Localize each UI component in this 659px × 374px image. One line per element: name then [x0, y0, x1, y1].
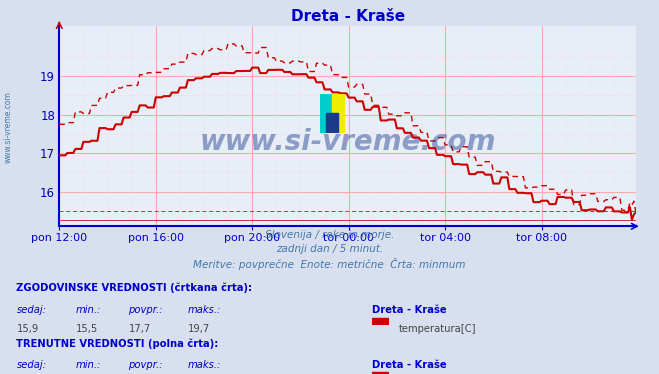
Text: min.:: min.: — [76, 305, 101, 315]
Text: maks.:: maks.: — [188, 305, 221, 315]
Text: TRENUTNE VREDNOSTI (polna črta):: TRENUTNE VREDNOSTI (polna črta): — [16, 338, 219, 349]
Text: min.:: min.: — [76, 360, 101, 370]
Text: povpr.:: povpr.: — [129, 360, 163, 370]
Text: 15,9: 15,9 — [16, 324, 39, 334]
Title: Dreta - Kraše: Dreta - Kraše — [291, 9, 405, 24]
Text: povpr.:: povpr.: — [129, 305, 163, 315]
Bar — [332, 94, 345, 133]
Bar — [320, 94, 332, 133]
Text: Slovenija / reke in morje.: Slovenija / reke in morje. — [265, 230, 394, 240]
Text: ZGODOVINSKE VREDNOSTI (črtkana črta):: ZGODOVINSKE VREDNOSTI (črtkana črta): — [16, 282, 252, 293]
Bar — [326, 113, 339, 133]
Text: 17,7: 17,7 — [129, 324, 151, 334]
Text: 15,5: 15,5 — [76, 324, 98, 334]
Text: Meritve: povprečne  Enote: metrične  Črta: minmum: Meritve: povprečne Enote: metrične Črta:… — [193, 258, 466, 270]
Text: zadnji dan / 5 minut.: zadnji dan / 5 minut. — [276, 244, 383, 254]
Text: www.si-vreme.com: www.si-vreme.com — [4, 91, 13, 163]
Text: sedaj:: sedaj: — [16, 305, 47, 315]
Text: Dreta - Kraše: Dreta - Kraše — [372, 360, 447, 370]
Text: 19,7: 19,7 — [188, 324, 210, 334]
Text: maks.:: maks.: — [188, 360, 221, 370]
Text: sedaj:: sedaj: — [16, 360, 47, 370]
Bar — [372, 372, 389, 374]
Text: temperatura[C]: temperatura[C] — [399, 324, 476, 334]
Text: www.si-vreme.com: www.si-vreme.com — [200, 128, 496, 156]
Bar — [372, 318, 389, 325]
Text: Dreta - Kraše: Dreta - Kraše — [372, 305, 447, 315]
